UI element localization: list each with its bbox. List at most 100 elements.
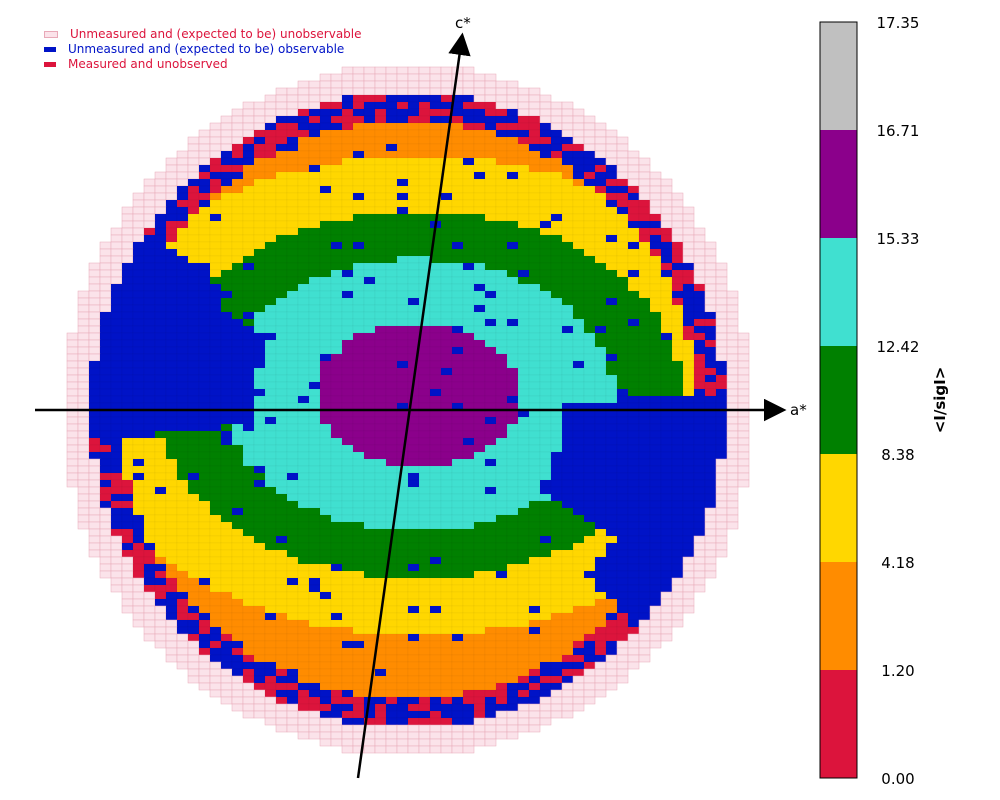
- reflection-cell: [253, 451, 266, 460]
- reflection-cell: [451, 647, 464, 656]
- reflection-cell: [407, 500, 420, 509]
- reflection-cell: [550, 388, 563, 397]
- reflection-cell: [220, 290, 233, 299]
- reflection-cell: [407, 234, 420, 243]
- reflection-cell: [330, 276, 343, 285]
- reflection-cell: [231, 395, 244, 404]
- reflection-cell: [671, 605, 684, 614]
- reflection-cell: [605, 311, 618, 320]
- reflection-cell: [429, 451, 442, 460]
- reflection-cell: [649, 234, 662, 243]
- reflection-cell: [715, 276, 728, 285]
- reflection-cell: [550, 696, 563, 705]
- reflection-cell: [429, 101, 442, 110]
- reflection-cell: [352, 108, 365, 117]
- reflection-cell: [638, 423, 651, 432]
- reflection-cell: [484, 528, 497, 537]
- reflection-cell: [308, 647, 321, 656]
- reflection-cell: [396, 143, 409, 152]
- reflection-cell: [110, 458, 123, 467]
- reflection-cell: [429, 465, 442, 474]
- reflection-cell: [165, 619, 178, 628]
- reflection-cell: [143, 283, 156, 292]
- reflection-cell: [407, 472, 420, 481]
- reflection-cell: [176, 206, 189, 215]
- reflection-cell: [407, 136, 420, 145]
- reflection-cell: [495, 535, 508, 544]
- reflection-cell: [671, 199, 684, 208]
- reflection-cell: [473, 493, 486, 502]
- reflection-cell: [363, 346, 376, 355]
- reflection-cell: [550, 241, 563, 250]
- reflection-cell: [176, 612, 189, 621]
- reflection-cell: [715, 542, 728, 551]
- reflection-cell: [594, 206, 607, 215]
- reflection-cell: [396, 444, 409, 453]
- reflection-cell: [649, 276, 662, 285]
- reflection-cell: [693, 318, 706, 327]
- reflection-cell: [429, 626, 442, 635]
- reflection-cell: [627, 556, 640, 565]
- reflection-cell: [198, 241, 211, 250]
- reflection-cell: [121, 374, 134, 383]
- reflection-cell: [462, 108, 475, 117]
- reflection-cell: [627, 241, 640, 250]
- reflection-cell: [594, 444, 607, 453]
- colorbar-label: <I/sigI>: [931, 367, 949, 434]
- reflection-cell: [330, 430, 343, 439]
- reflection-cell: [638, 220, 651, 229]
- reflection-cell: [264, 612, 277, 621]
- reflection-cell: [649, 423, 662, 432]
- reflection-cell: [297, 360, 310, 369]
- reflection-cell: [154, 493, 167, 502]
- reflection-cell: [660, 206, 673, 215]
- reflection-cell: [506, 472, 519, 481]
- reflection-cell: [363, 647, 376, 656]
- reflection-cell: [528, 381, 541, 390]
- reflection-cell: [143, 542, 156, 551]
- reflection-cell: [275, 318, 288, 327]
- reflection-cell: [308, 129, 321, 138]
- reflection-cell: [550, 129, 563, 138]
- reflection-cell: [583, 227, 596, 236]
- reflection-cell: [440, 731, 453, 740]
- reflection-cell: [660, 185, 673, 194]
- reflection-cell: [209, 164, 222, 173]
- reflection-cell: [143, 395, 156, 404]
- reflection-cell: [583, 220, 596, 229]
- reflection-cell: [572, 199, 585, 208]
- reflection-cell: [550, 535, 563, 544]
- reflection-cell: [451, 199, 464, 208]
- reflection-cell: [429, 486, 442, 495]
- reflection-cell: [495, 731, 508, 740]
- reflection-cell: [638, 269, 651, 278]
- reflection-cell: [286, 598, 299, 607]
- reflection-cell: [374, 157, 387, 166]
- reflection-cell: [418, 136, 431, 145]
- reflection-cell: [572, 367, 585, 376]
- reflection-cell: [308, 731, 321, 740]
- reflection-cell: [440, 668, 453, 677]
- reflection-cell: [286, 423, 299, 432]
- reflection-cell: [308, 486, 321, 495]
- reflection-cell: [132, 381, 145, 390]
- reflection-cell: [264, 290, 277, 299]
- reflection-cell: [638, 479, 651, 488]
- reflection-cell: [649, 486, 662, 495]
- reflection-cell: [616, 241, 629, 250]
- reflection-cell: [231, 262, 244, 271]
- reflection-cell: [330, 297, 343, 306]
- reflection-cell: [550, 465, 563, 474]
- reflection-cell: [385, 458, 398, 467]
- reflection-cell: [407, 556, 420, 565]
- reflection-cell: [528, 185, 541, 194]
- reflection-cell: [121, 416, 134, 425]
- reflection-cell: [429, 325, 442, 334]
- reflection-cell: [484, 367, 497, 376]
- reflection-cell: [429, 374, 442, 383]
- reflection-cell: [165, 521, 178, 530]
- reflection-cell: [583, 199, 596, 208]
- reflection-cell: [715, 374, 728, 383]
- reflection-cell: [121, 451, 134, 460]
